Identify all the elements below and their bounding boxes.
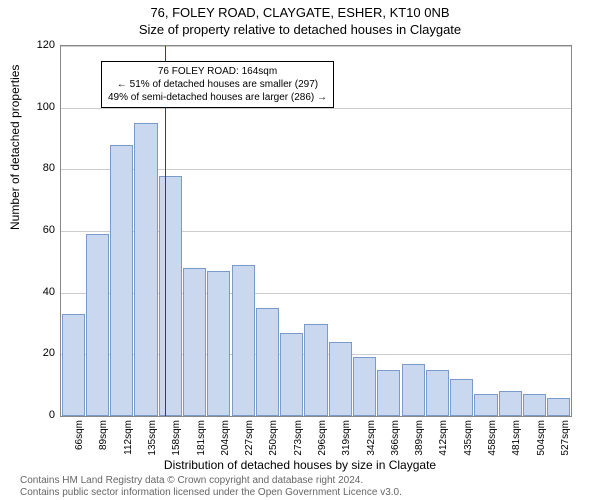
chart-title-line1: 76, FOLEY ROAD, CLAYGATE, ESHER, KT10 0N… bbox=[0, 5, 600, 20]
histogram-bar bbox=[256, 308, 279, 416]
x-tick-label: 112sqm bbox=[123, 420, 134, 460]
gridline bbox=[61, 46, 571, 47]
y-tick-label: 80 bbox=[43, 162, 55, 174]
histogram-bar bbox=[329, 342, 352, 416]
x-tick-label: 504sqm bbox=[536, 420, 547, 460]
y-tick-label: 40 bbox=[43, 286, 55, 298]
x-tick-label: 181sqm bbox=[196, 420, 207, 460]
x-tick-label: 527sqm bbox=[560, 420, 571, 460]
plot-area: 76 FOLEY ROAD: 164sqm← 51% of detached h… bbox=[60, 45, 572, 417]
x-tick-label: 135sqm bbox=[147, 420, 158, 460]
histogram-bar bbox=[450, 379, 473, 416]
histogram-bar bbox=[304, 324, 327, 417]
histogram-bar bbox=[426, 370, 449, 416]
x-tick-label: 89sqm bbox=[98, 420, 109, 460]
histogram-bar bbox=[207, 271, 230, 416]
y-tick-label: 120 bbox=[37, 39, 55, 51]
histogram-bar bbox=[159, 176, 182, 417]
y-tick-label: 100 bbox=[37, 101, 55, 113]
histogram-bar bbox=[86, 234, 109, 416]
x-tick-label: 412sqm bbox=[438, 420, 449, 460]
histogram-bar bbox=[474, 394, 497, 416]
x-tick-label: 319sqm bbox=[341, 420, 352, 460]
histogram-bar bbox=[499, 391, 522, 416]
y-tick-label: 60 bbox=[43, 224, 55, 236]
histogram-bar bbox=[110, 145, 133, 416]
x-tick-label: 204sqm bbox=[220, 420, 231, 460]
histogram-bar bbox=[134, 123, 157, 416]
histogram-bar bbox=[183, 268, 206, 416]
histogram-bar bbox=[232, 265, 255, 416]
annotation-box: 76 FOLEY ROAD: 164sqm← 51% of detached h… bbox=[101, 61, 334, 108]
x-tick-label: 435sqm bbox=[463, 420, 474, 460]
x-tick-label: 66sqm bbox=[74, 420, 85, 460]
x-tick-label: 250sqm bbox=[268, 420, 279, 460]
x-tick-label: 227sqm bbox=[244, 420, 255, 460]
x-tick-label: 273sqm bbox=[293, 420, 304, 460]
histogram-bar bbox=[547, 398, 570, 417]
histogram-bar bbox=[523, 394, 546, 416]
footer-line1: Contains HM Land Registry data © Crown c… bbox=[20, 475, 363, 486]
x-tick-label: 458sqm bbox=[487, 420, 498, 460]
x-tick-label: 366sqm bbox=[390, 420, 401, 460]
x-axis-label: Distribution of detached houses by size … bbox=[0, 458, 600, 472]
y-axis-label: Number of detached properties bbox=[8, 65, 22, 230]
x-tick-label: 481sqm bbox=[511, 420, 522, 460]
histogram-chart: 76, FOLEY ROAD, CLAYGATE, ESHER, KT10 0N… bbox=[0, 0, 600, 500]
y-tick-label: 0 bbox=[49, 409, 55, 421]
annotation-line: ← 51% of detached houses are smaller (29… bbox=[108, 78, 327, 91]
chart-title-line2: Size of property relative to detached ho… bbox=[0, 22, 600, 37]
histogram-bar bbox=[280, 333, 303, 416]
annotation-line: 76 FOLEY ROAD: 164sqm bbox=[108, 65, 327, 78]
x-tick-label: 389sqm bbox=[414, 420, 425, 460]
histogram-bar bbox=[377, 370, 400, 416]
annotation-line: 49% of semi-detached houses are larger (… bbox=[108, 91, 327, 104]
x-tick-label: 158sqm bbox=[171, 420, 182, 460]
histogram-bar bbox=[353, 357, 376, 416]
x-tick-label: 342sqm bbox=[366, 420, 377, 460]
footer-line2: Contains public sector information licen… bbox=[20, 487, 402, 498]
histogram-bar bbox=[402, 364, 425, 416]
histogram-bar bbox=[62, 314, 85, 416]
y-tick-label: 20 bbox=[43, 347, 55, 359]
x-tick-label: 296sqm bbox=[317, 420, 328, 460]
